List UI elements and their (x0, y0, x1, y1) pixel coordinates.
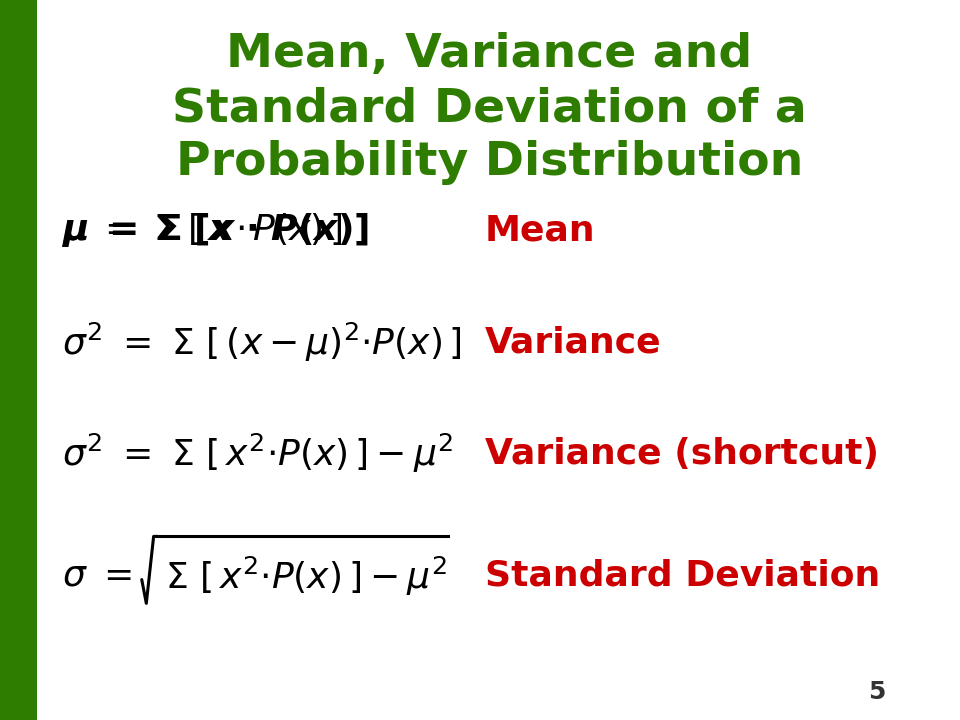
Text: Standard Deviation: Standard Deviation (485, 559, 880, 593)
Text: $\boldsymbol{\mu}$$\mathbf{\ =\ \Sigma\ [}$$\boldsymbol{x}$$\mathbf{\ \boldsymbo: $\boldsymbol{\mu}$$\mathbf{\ =\ \Sigma\ … (62, 212, 369, 249)
Text: Variance: Variance (485, 325, 661, 359)
Text: $\mu\ =\ \Sigma\ [\,x\,{\cdot}\,P(x)\,]$: $\mu\ =\ \Sigma\ [\,x\,{\cdot}\,P(x)\,]$ (62, 212, 343, 249)
Text: $\Sigma\ [\,x^2 {\cdot} P(x)\,] - \mu^2$: $\Sigma\ [\,x^2 {\cdot} P(x)\,] - \mu^2$ (164, 554, 446, 598)
Text: $\sigma^2\ =\ \Sigma\ [\,x^2 {\cdot} P(x)\,] - \mu^2$: $\sigma^2\ =\ \Sigma\ [\,x^2 {\cdot} P(x… (62, 432, 453, 475)
Text: $\sigma^2\ =\ \Sigma\ [\,(x - \mu)^2 {\cdot} P(x)\,]$: $\sigma^2\ =\ \Sigma\ [\,(x - \mu)^2 {\c… (62, 320, 462, 364)
Text: Variance (shortcut): Variance (shortcut) (485, 436, 878, 471)
Text: Mean, Variance and
Standard Deviation of a
Probability Distribution: Mean, Variance and Standard Deviation of… (172, 32, 806, 185)
Bar (0, 0, 36, 720)
Text: Mean: Mean (485, 213, 595, 248)
Text: $\sigma\ =$: $\sigma\ =$ (62, 559, 132, 593)
Text: 5: 5 (868, 680, 885, 704)
